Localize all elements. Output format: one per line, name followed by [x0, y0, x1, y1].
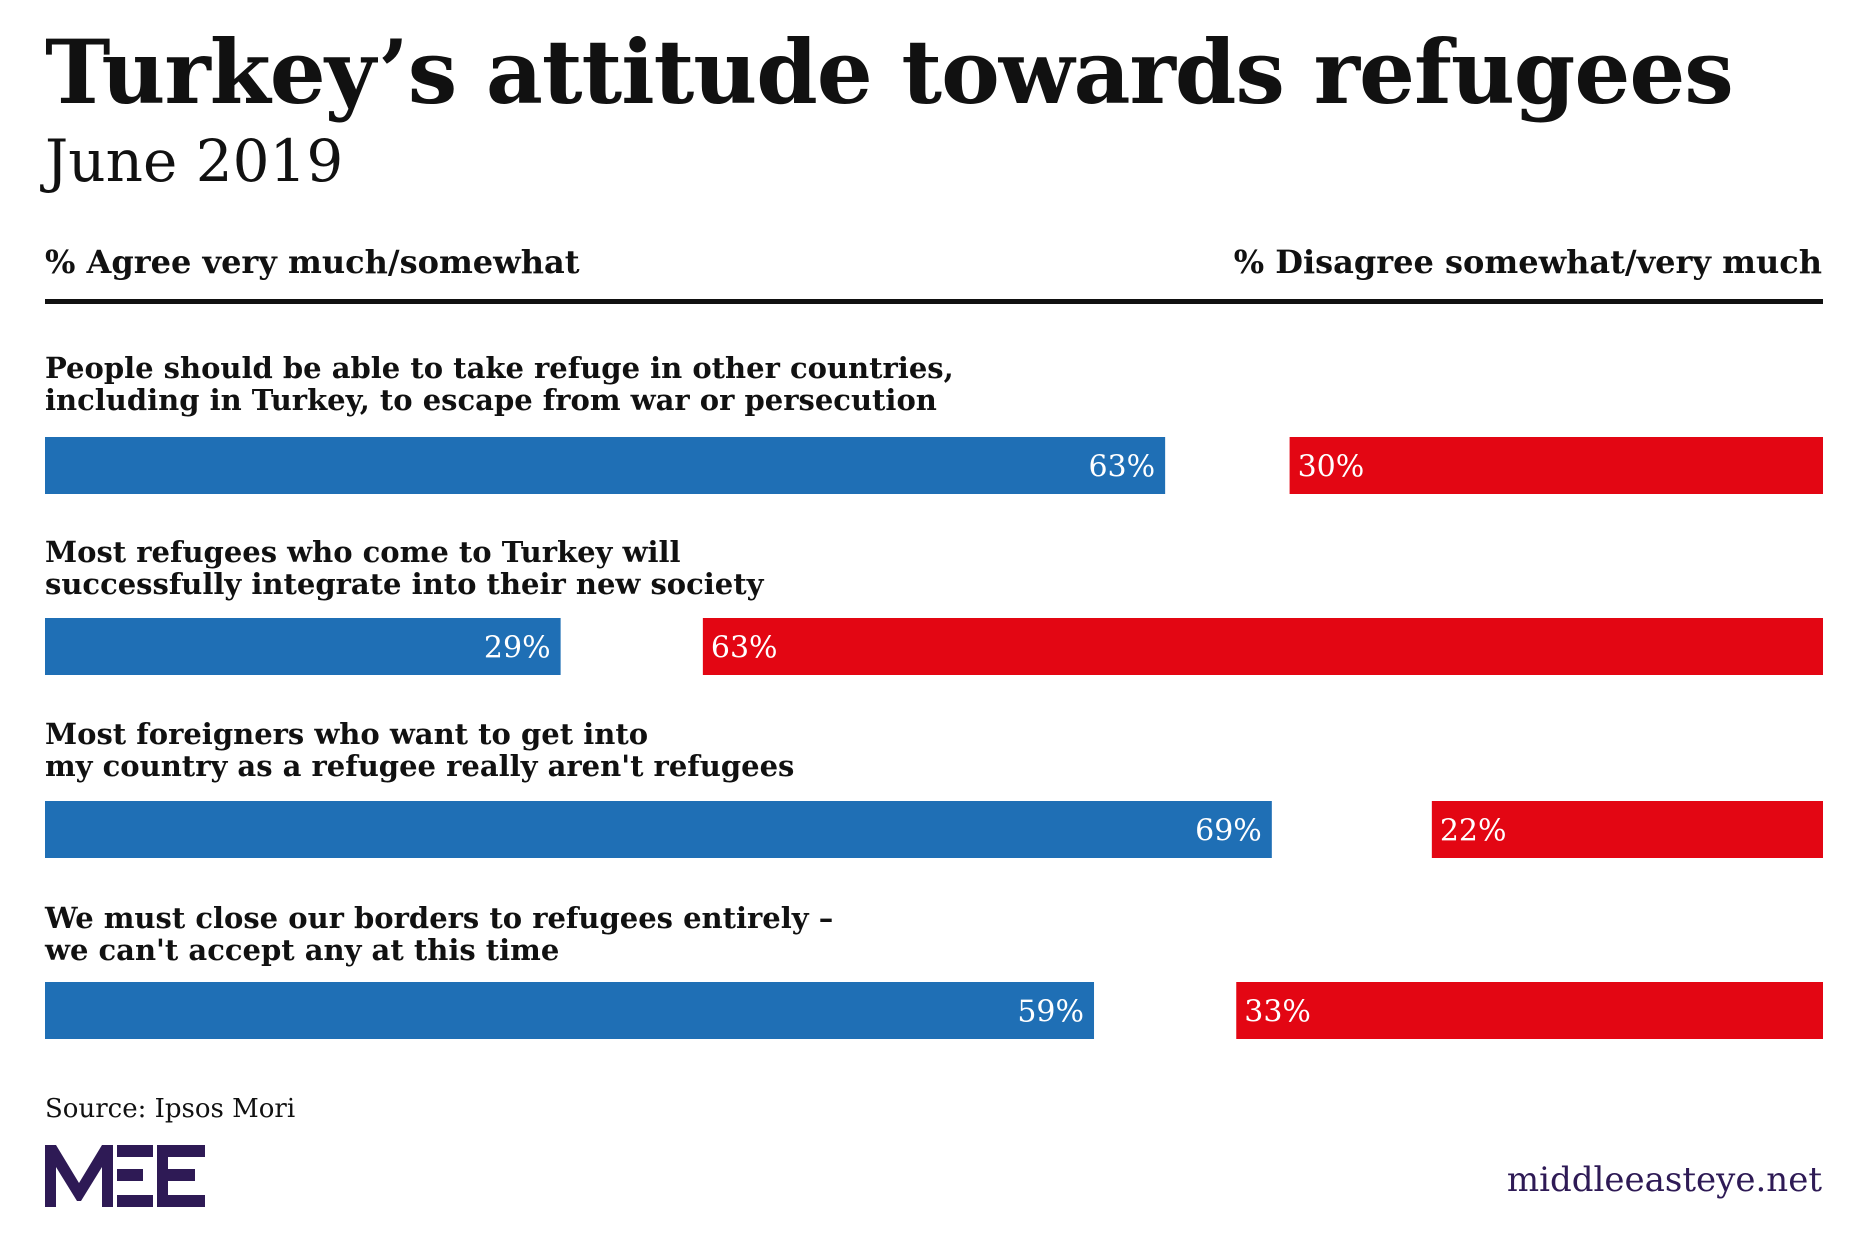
question-label-1: People should be able to take refuge in … [45, 352, 954, 416]
disagree-bar-1 [1289, 437, 1823, 494]
agree-column-header: % Agree very much/somewhat [45, 243, 580, 281]
disagree-value-label-1: 30% [1298, 450, 1365, 485]
question-label-2: Most refugees who come to Turkey will su… [45, 536, 764, 600]
agree-value-label-3: 69% [1195, 814, 1262, 849]
question-3-line-1: Most foreigners who want to get into [45, 717, 649, 751]
disagree-column-header: % Disagree somewhat/very much [1233, 243, 1822, 281]
disagree-value-label-3: 22% [1440, 814, 1507, 849]
question-label-3: Most foreigners who want to get into my … [45, 718, 794, 782]
disagree-value-label-2: 63% [711, 631, 778, 666]
disagree-bar-3 [1431, 801, 1823, 858]
disagree-bar-2 [702, 618, 1823, 675]
chart-title: Turkey’s attitude towards refugees [45, 20, 1734, 124]
agree-bar-1 [45, 437, 1166, 494]
chart-subtitle: June 2019 [45, 127, 344, 195]
question-1-line-2: including in Turkey, to escape from war … [45, 383, 937, 417]
question-label-4: We must close our borders to refugees en… [45, 902, 833, 966]
agree-bar-3 [45, 801, 1272, 858]
question-4-line-2: we can't accept any at this time [45, 933, 560, 967]
question-2-line-1: Most refugees who come to Turkey will [45, 535, 681, 569]
agree-bar-4 [45, 982, 1095, 1039]
agree-value-label-2: 29% [484, 631, 551, 666]
question-3-line-2: my country as a refugee really aren't re… [45, 749, 795, 783]
question-2-line-2: successfully integrate into their new so… [45, 567, 764, 601]
website-url: middleeasteye.net [1506, 1160, 1822, 1200]
agree-bar-2 [45, 618, 561, 675]
disagree-bar-4 [1236, 982, 1823, 1039]
question-4-line-1: We must close our borders to refugees en… [45, 901, 834, 935]
source-note: Source: Ipsos Mori [45, 1094, 296, 1124]
mee-logo [45, 1145, 205, 1207]
header-divider [45, 299, 1823, 304]
disagree-value-label-4: 33% [1244, 995, 1311, 1030]
agree-value-label-1: 63% [1088, 450, 1155, 485]
question-1-line-1: People should be able to take refuge in … [45, 351, 954, 385]
agree-value-label-4: 59% [1017, 995, 1084, 1030]
